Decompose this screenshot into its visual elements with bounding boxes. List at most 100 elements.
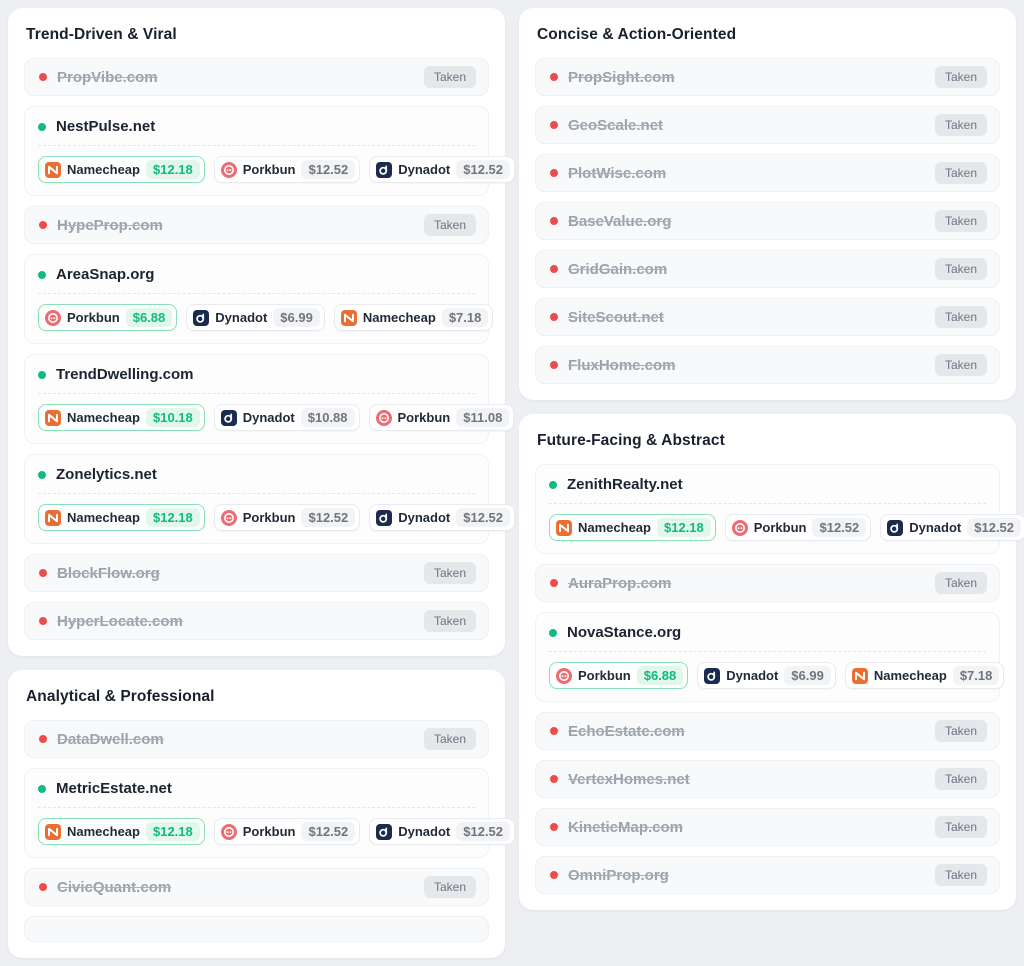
registrar-name: Namecheap (873, 668, 947, 683)
offer-price: $6.88 (636, 666, 684, 685)
offer-chip-porkbun[interactable]: Porkbun $6.88 (38, 304, 178, 331)
porkbun-logo-icon (375, 409, 392, 426)
offer-chip-namecheap[interactable]: Namecheap $12.18 (549, 514, 716, 541)
category-title: Concise & Action-Oriented (537, 26, 737, 43)
category-card: Analytical & Professional DataDwell.com Ta… (8, 670, 516, 958)
offer-chip-porkbun[interactable]: Porkbun $12.52 (724, 514, 872, 541)
taken-dot-icon (550, 823, 558, 831)
taken-badge: Taken (934, 210, 987, 232)
domain-row-available: NovaStance.org Porkbun $6.88 Dynadot $6.99 Na… (535, 612, 1005, 702)
offer-price: $12.18 (145, 508, 200, 527)
registrar-name: Porkbun (753, 520, 807, 535)
category-card: Concise & Action-Oriented PropSight.com Ta… (519, 8, 1016, 400)
offer-chip-list: Porkbun $6.88 Dynadot $6.99 Namecheap $7.18 (549, 662, 1005, 689)
offer-price: $7.18 (441, 308, 489, 327)
registrar-name: Dynadot (909, 520, 962, 535)
domain-row-taken: FluxHome.com Taken (535, 346, 1000, 384)
offer-price: $11.08 (456, 408, 510, 427)
dashed-divider (38, 493, 475, 494)
dynadot-logo-icon (193, 309, 210, 326)
offer-price: $10.88 (300, 408, 355, 427)
taken-dot-icon (550, 727, 558, 735)
registrar-name: Namecheap (362, 310, 436, 325)
porkbun-logo-icon (731, 519, 748, 536)
registrar-name: Dynadot (726, 668, 779, 683)
domain-row-header: TrendDwelling.com (38, 366, 475, 383)
taken-badge: Taken (423, 66, 476, 88)
offer-price: $12.52 (301, 822, 356, 841)
dashed-divider (38, 807, 475, 808)
registrar-name: Namecheap (578, 520, 651, 535)
offer-chip-dynadot[interactable]: Dynadot $10.88 (213, 404, 360, 431)
domain-row-available: TrendDwelling.com Namecheap $10.18 Dynadot $… (24, 354, 515, 444)
available-dot-icon (38, 784, 46, 793)
domain-row-header: Zonelytics.net (38, 466, 475, 483)
offer-price: $12.52 (967, 518, 1022, 537)
domain-row-taken: SiteScout.net Taken (535, 298, 1000, 336)
offer-chip-namecheap[interactable]: Namecheap $12.18 (38, 504, 205, 531)
taken-badge: Taken (423, 562, 476, 584)
offer-chip-dynadot[interactable]: Dynadot $6.99 (186, 304, 325, 331)
offer-chip-list: Namecheap $10.18 Dynadot $10.88 Porkbun $11.0… (38, 404, 515, 431)
offer-chip-dynadot[interactable]: Dynadot $12.52 (369, 156, 516, 183)
available-dot-icon (38, 122, 46, 131)
namecheap-logo-icon (556, 519, 572, 536)
category-title: Analytical & Professional (26, 688, 215, 705)
offer-chip-dynadot[interactable]: Dynadot $12.52 (369, 504, 516, 531)
dashed-divider (38, 145, 475, 146)
offer-chip-namecheap[interactable]: Namecheap $7.18 (844, 662, 1005, 689)
offer-chip-porkbun[interactable]: Porkbun $11.08 (368, 404, 515, 431)
taken-badge: Taken (423, 214, 476, 236)
offer-chip-porkbun[interactable]: Porkbun $6.88 (549, 662, 689, 689)
category-title: Trend-Driven & Viral (26, 26, 177, 43)
taken-dot-icon (550, 73, 558, 81)
offer-price: $12.52 (301, 508, 356, 527)
taken-dot-icon (550, 265, 558, 273)
offer-chip-porkbun[interactable]: Porkbun $12.52 (213, 156, 361, 183)
available-dot-icon (549, 628, 557, 637)
domain-row-taken: HyperLocate.com Taken (24, 602, 489, 640)
domain-row-taken: BlockFlow.org Taken (24, 554, 489, 592)
offer-chip-namecheap[interactable]: Namecheap $10.18 (38, 404, 205, 431)
offer-chip-namecheap[interactable]: Namecheap $12.18 (38, 156, 205, 183)
domain-row-taken: PropSight.com Taken (535, 58, 1000, 96)
porkbun-logo-icon (220, 509, 237, 526)
dashed-divider (549, 651, 986, 652)
offer-chip-porkbun[interactable]: Porkbun $12.52 (213, 504, 361, 531)
registrar-name: Namecheap (67, 510, 140, 525)
offer-chip-dynadot[interactable]: Dynadot $12.52 (369, 818, 516, 845)
registrar-name: Namecheap (67, 162, 140, 177)
offer-price: $12.52 (456, 160, 511, 179)
offer-price: $6.88 (125, 308, 173, 327)
taken-badge: Taken (423, 876, 476, 898)
taken-badge: Taken (423, 728, 476, 750)
domain-name: FluxHome.com (568, 356, 676, 374)
offer-chip-list: Namecheap $12.18 Porkbun $12.52 Dynadot $12.5… (38, 504, 516, 531)
offer-chip-namecheap[interactable]: Namecheap $12.18 (38, 818, 205, 845)
domain-row-taken: BaseValue.org Taken (535, 202, 1000, 240)
registrar-name: Porkbun (242, 162, 296, 177)
available-dot-icon (38, 470, 46, 479)
namecheap-logo-icon (340, 309, 357, 326)
domain-row-available: MetricEstate.net Namecheap $12.18 Porkbun $1… (24, 768, 516, 858)
domain-row-taken: PropVibe.com Taken (24, 58, 489, 96)
taken-badge: Taken (934, 114, 987, 136)
domain-name: AuraProp.com (568, 574, 672, 592)
registrar-name: Dynadot (242, 410, 295, 425)
domain-name: PropVibe.com (57, 68, 158, 86)
taken-dot-icon (550, 169, 558, 177)
offer-chip-dynadot[interactable]: Dynadot $6.99 (697, 662, 836, 689)
taken-dot-icon (550, 217, 558, 225)
domain-name: DataDwell.com (57, 730, 164, 748)
namecheap-logo-icon (45, 409, 61, 426)
taken-badge: Taken (934, 162, 987, 184)
domain-name: TrendDwelling.com (56, 366, 194, 383)
porkbun-logo-icon (45, 309, 61, 326)
domain-name: MetricEstate.net (56, 780, 172, 797)
offer-chip-porkbun[interactable]: Porkbun $12.52 (213, 818, 361, 845)
offer-chip-namecheap[interactable]: Namecheap $7.18 (333, 304, 494, 331)
offer-chip-dynadot[interactable]: Dynadot $12.52 (880, 514, 1024, 541)
results-column: Concise & Action-Oriented PropSight.com Ta… (519, 8, 1024, 910)
domain-row-header: AreaSnap.org (38, 266, 475, 283)
